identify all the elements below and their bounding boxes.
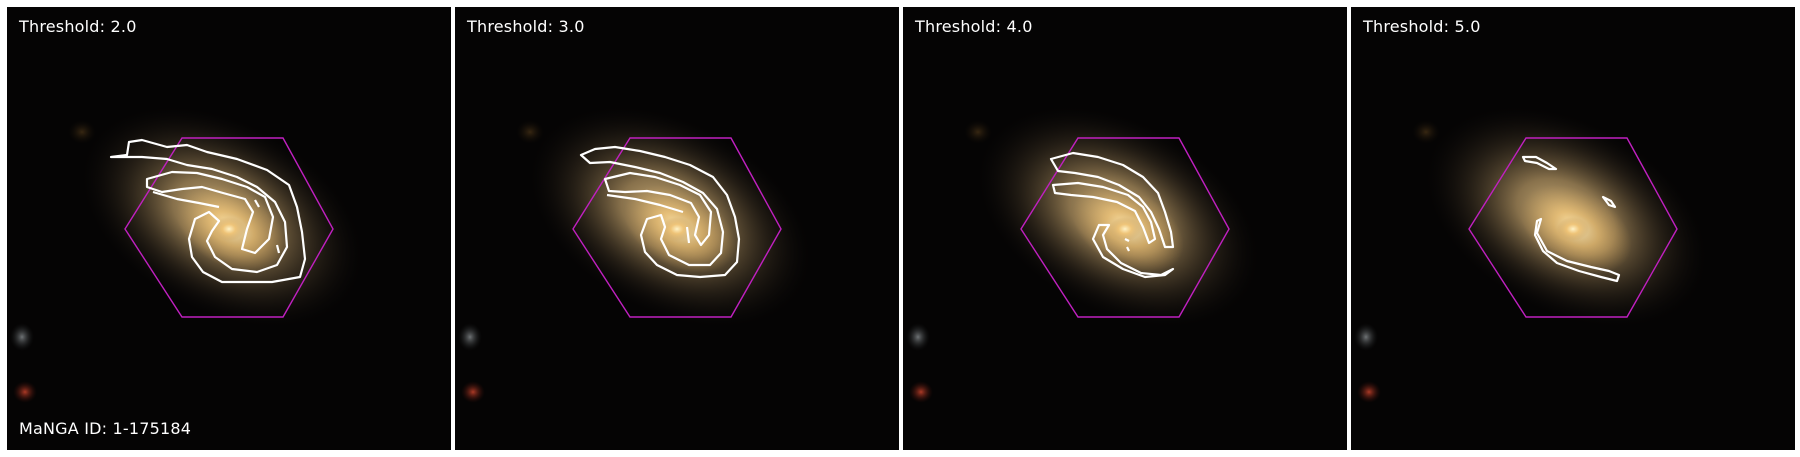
- panel-threshold-2: Threshold: 2.0 MaNGA ID: 1-175184: [7, 7, 451, 450]
- contours: [579, 145, 741, 279]
- threshold-label: Threshold: 4.0: [915, 17, 1033, 36]
- hexagon-outline: [1020, 137, 1230, 318]
- galaxy-image: [455, 7, 899, 450]
- hexagon-outline: [572, 137, 782, 318]
- manga-id-label: MaNGA ID: 1-175184: [19, 419, 192, 438]
- contours: [1049, 151, 1175, 279]
- panel-threshold-3: Threshold: 3.0: [455, 7, 899, 450]
- galaxy-image: [903, 7, 1347, 450]
- threshold-label: Threshold: 3.0: [467, 17, 585, 36]
- hexagon-outline: [1468, 137, 1678, 318]
- hexagon-outline: [124, 137, 334, 318]
- contours: [1521, 155, 1621, 283]
- panel-threshold-5: Threshold: 5.0: [1351, 7, 1795, 450]
- galaxy-image: [7, 7, 451, 450]
- galaxy-image: [1351, 7, 1795, 450]
- panel-threshold-4: Threshold: 4.0: [903, 7, 1347, 450]
- threshold-label: Threshold: 2.0: [19, 17, 137, 36]
- contours: [109, 138, 307, 284]
- threshold-label: Threshold: 5.0: [1363, 17, 1481, 36]
